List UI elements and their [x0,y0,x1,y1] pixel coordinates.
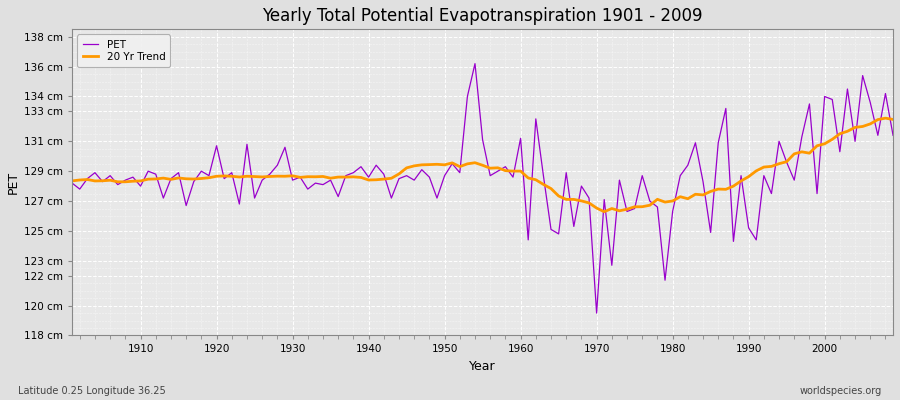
PET [340,173,351,178]
X-axis label: Year: Year [469,360,496,373]
Line: PET: PET [72,64,893,313]
PET [515,136,526,141]
PET [128,175,139,180]
20 Yr Trend [295,175,306,180]
20 Yr Trend [515,169,526,174]
PET [295,175,306,180]
Line: 20 Yr Trend: 20 Yr Trend [72,118,893,212]
20 Yr Trend [128,179,139,184]
PET [622,209,633,214]
Legend: PET, 20 Yr Trend: PET, 20 Yr Trend [77,34,170,67]
PET [523,238,534,242]
PET [470,61,481,66]
20 Yr Trend [614,208,625,213]
20 Yr Trend [508,169,518,174]
20 Yr Trend [340,175,351,180]
Text: Latitude 0.25 Longitude 36.25: Latitude 0.25 Longitude 36.25 [18,386,166,396]
20 Yr Trend [887,117,898,122]
PET [887,133,898,138]
20 Yr Trend [67,178,77,183]
Title: Yearly Total Potential Evapotranspiration 1901 - 2009: Yearly Total Potential Evapotranspiratio… [262,7,703,25]
Text: worldspecies.org: worldspecies.org [800,386,882,396]
Y-axis label: PET: PET [7,171,20,194]
20 Yr Trend [598,209,609,214]
PET [67,181,77,186]
PET [591,311,602,316]
20 Yr Trend [880,116,891,120]
